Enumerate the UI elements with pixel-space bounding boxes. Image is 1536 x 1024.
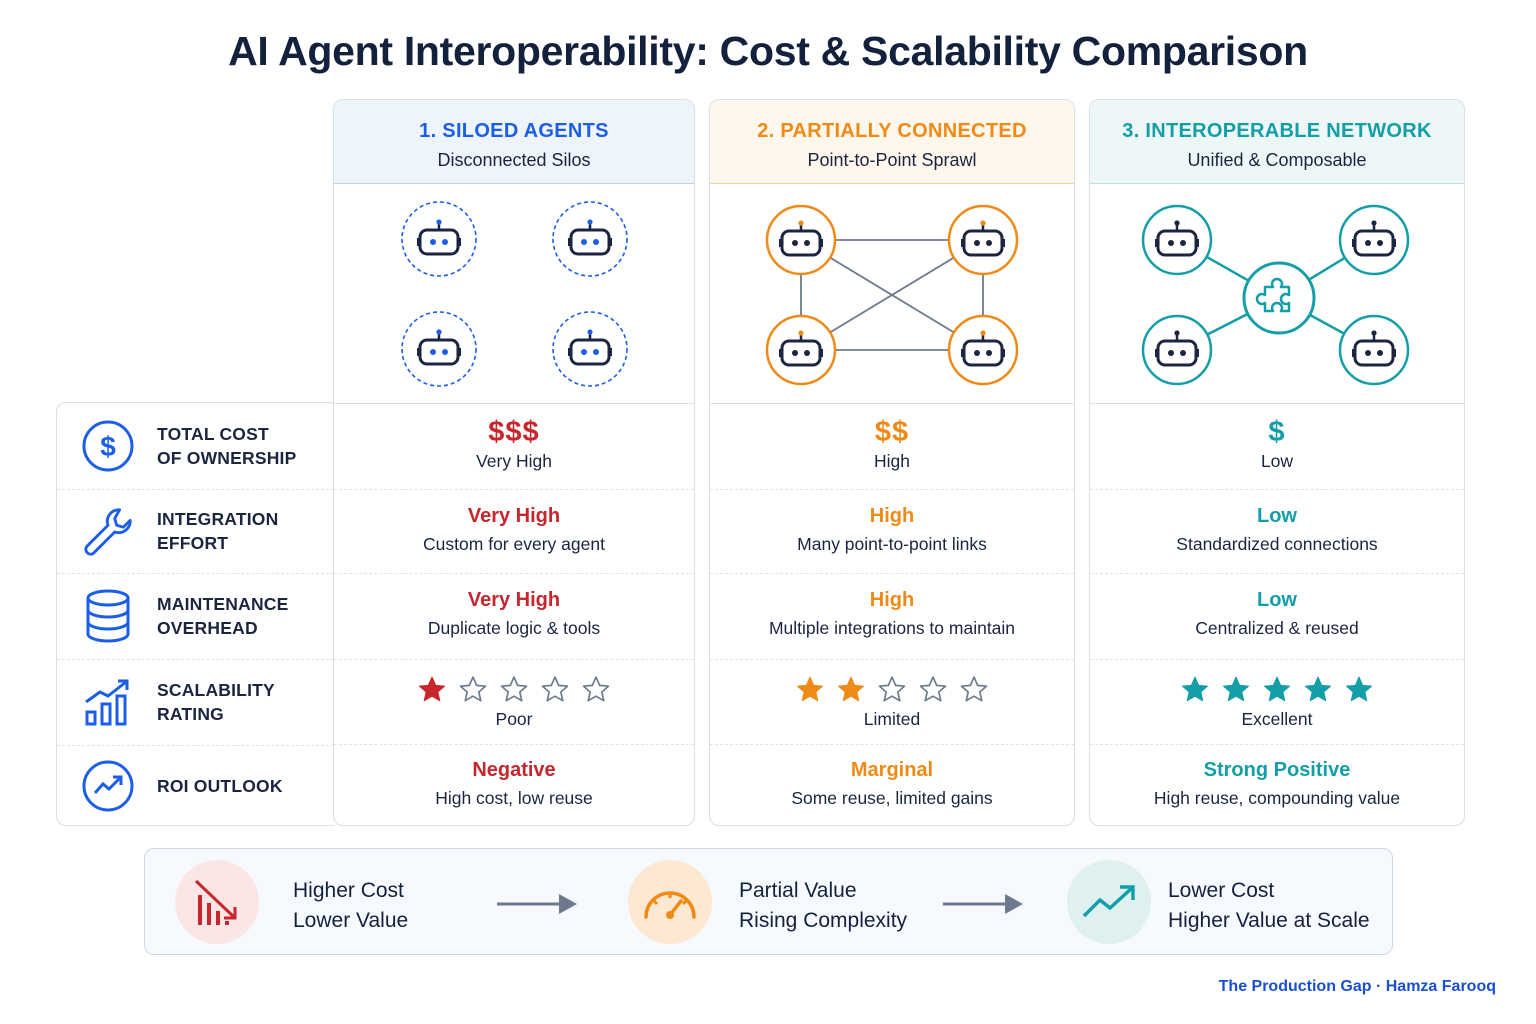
robot-icon (552, 201, 628, 277)
scalability-cell: Limited (710, 675, 1074, 730)
scalability-cell: Poor (334, 675, 694, 730)
star-filled-icon (1305, 676, 1331, 702)
star-rating (334, 675, 694, 703)
arrow-right-icon (497, 893, 579, 920)
banner-text-partial: Partial Value Rising Complexity (739, 879, 908, 932)
star-empty-icon (919, 676, 947, 702)
robot-icon (1141, 314, 1213, 386)
star-empty-icon (960, 676, 988, 702)
scalability-cell: Excellent (1090, 675, 1464, 730)
hub-network-diagram (1090, 185, 1464, 403)
star-filled-icon (1223, 676, 1249, 702)
database-icon (81, 589, 135, 643)
page-title: AI Agent Interoperability: Cost & Scalab… (228, 28, 1308, 74)
column-interoperable-network: 3. INTEROPERABLE NETWORK Unified & Compo… (1089, 99, 1465, 826)
maintenance-cell: Very High Duplicate logic & tools (427, 589, 601, 638)
dollar-circle-icon: $ (81, 419, 135, 473)
star-rating (710, 675, 1074, 703)
column-header-interoperable: 3. INTEROPERABLE NETWORK Unified & Compo… (1090, 100, 1464, 184)
wrench-icon (81, 504, 135, 558)
star-filled-icon (797, 676, 823, 702)
maintenance-cell: High Multiple integrations to maintain (768, 589, 1016, 638)
star-filled-icon (838, 676, 864, 702)
row-label-integration-effort: INTEGRATION EFFORT (57, 489, 335, 573)
roi-cell: Marginal Some reuse, limited gains (791, 759, 993, 808)
column-header-siloed: 1. SILOED AGENTS Disconnected Silos (334, 100, 694, 184)
footer-credit: The Production Gap · Hamza Farooq (1218, 978, 1496, 995)
star-empty-icon (500, 676, 528, 702)
star-filled-icon (1182, 676, 1208, 702)
robot-icon (947, 204, 1019, 276)
robot-icon (765, 314, 837, 386)
siloed-agents-diagram (334, 185, 694, 403)
star-empty-icon (582, 676, 610, 702)
robot-icon (401, 201, 477, 277)
robot-icon (401, 311, 477, 387)
star-filled-icon (419, 676, 445, 702)
star-filled-icon (1346, 676, 1372, 702)
cost-cell: $$$ Very High (476, 416, 552, 471)
banner-text-siloed: Higher Cost Lower Value (293, 879, 409, 932)
integration-cell: High Many point-to-point links (797, 505, 987, 554)
star-rating (1090, 675, 1464, 703)
roi-cell: Strong Positive High reuse, compounding … (1153, 759, 1401, 808)
row-label-scalability-rating: SCALABILITY RATING (57, 659, 335, 745)
puzzle-hub-icon (1242, 261, 1316, 335)
robot-icon (947, 314, 1019, 386)
svg-text:$: $ (100, 431, 116, 462)
banner-text-interoperable: Lower Cost Higher Value at Scale (1168, 879, 1370, 932)
column-siloed-agents: 1. SILOED AGENTS Disconnected Silos (333, 99, 695, 826)
row-labels-card: $ TOTAL COST OF OWNERSHIP INTEGRATION EFFO… (56, 402, 334, 826)
roi-cell: Negative High cost, low reuse (435, 759, 593, 808)
cost-cell: $$ High (874, 416, 910, 471)
summary-banner: Higher Cost Lower Value Partial Value Ri… (144, 848, 1393, 955)
robot-icon (552, 311, 628, 387)
row-label-total-cost: $ TOTAL COST OF OWNERSHIP (57, 403, 335, 489)
integration-cell: Low Standardized connections (1176, 505, 1378, 554)
bar-chart-rising-icon (81, 675, 135, 729)
arrow-right-icon (943, 893, 1025, 920)
star-filled-icon (1264, 676, 1290, 702)
column-header-partial: 2. PARTIALLY CONNECTED Point-to-Point Sp… (710, 100, 1074, 184)
trend-up-circle-icon (81, 759, 135, 813)
robot-icon (1338, 314, 1410, 386)
robot-icon (765, 204, 837, 276)
robot-icon (1141, 204, 1213, 276)
robot-icon (1338, 204, 1410, 276)
point-to-point-diagram (710, 185, 1074, 403)
gauge-icon (628, 860, 712, 944)
declining-bars-icon (175, 860, 259, 944)
cost-cell: $ Low (1260, 416, 1294, 471)
maintenance-cell: Low Centralized & reused (1195, 589, 1359, 638)
trend-up-icon (1067, 860, 1151, 944)
row-label-maintenance-overhead: MAINTENANCE OVERHEAD (57, 573, 335, 659)
star-empty-icon (459, 676, 487, 702)
row-label-roi-outlook: ROI OUTLOOK (57, 745, 335, 827)
column-partially-connected: 2. PARTIALLY CONNECTED Point-to-Point Sp… (709, 99, 1075, 826)
star-empty-icon (878, 676, 906, 702)
integration-cell: Very High Custom for every agent (423, 505, 605, 554)
star-empty-icon (541, 676, 569, 702)
